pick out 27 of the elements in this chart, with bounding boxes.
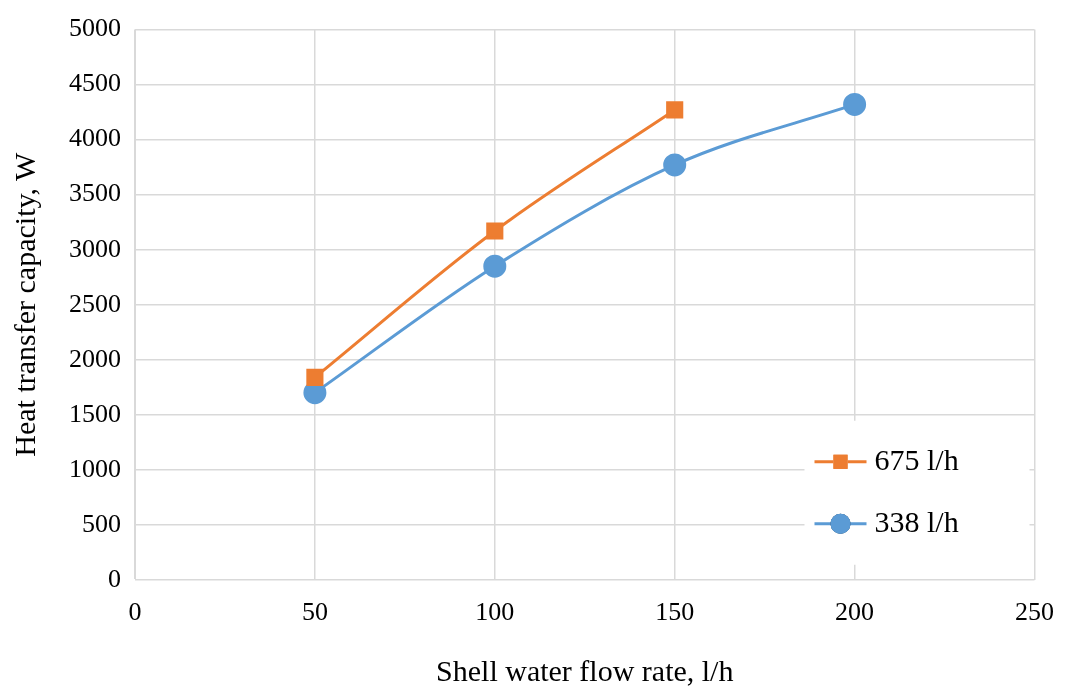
point bbox=[306, 368, 324, 386]
y-tick-label: 4500 bbox=[69, 68, 121, 98]
y-tick-label: 4000 bbox=[69, 123, 121, 153]
x-tick-label: 0 bbox=[128, 597, 142, 627]
point bbox=[663, 153, 687, 177]
x-tick-label: 150 bbox=[655, 597, 695, 627]
y-axis-title: Heat transfer capacity, W bbox=[7, 152, 41, 457]
y-tick-label: 2000 bbox=[69, 343, 121, 373]
y-tick-label: 1500 bbox=[69, 398, 121, 428]
point bbox=[483, 254, 507, 278]
legend-label: 675 l/h bbox=[874, 442, 959, 476]
y-tick-label: 3000 bbox=[69, 233, 121, 263]
y-tick-label: 1000 bbox=[69, 453, 121, 483]
point bbox=[843, 92, 867, 116]
y-tick-label: 5000 bbox=[69, 13, 121, 43]
x-axis-title: Shell water flow rate, l/h bbox=[436, 653, 734, 687]
y-tick-label: 500 bbox=[82, 508, 121, 538]
x-tick-label: 250 bbox=[1015, 597, 1054, 627]
x-tick-label: 50 bbox=[301, 597, 328, 627]
y-tick-label: 3500 bbox=[69, 178, 121, 208]
y-tick-label: 2500 bbox=[69, 288, 121, 318]
legend-label: 338 l/h bbox=[874, 504, 959, 538]
point bbox=[486, 222, 504, 240]
point bbox=[666, 101, 684, 119]
x-tick-label: 100 bbox=[475, 597, 515, 627]
y-tick-label: 0 bbox=[108, 563, 121, 593]
x-tick-label: 200 bbox=[835, 597, 875, 627]
